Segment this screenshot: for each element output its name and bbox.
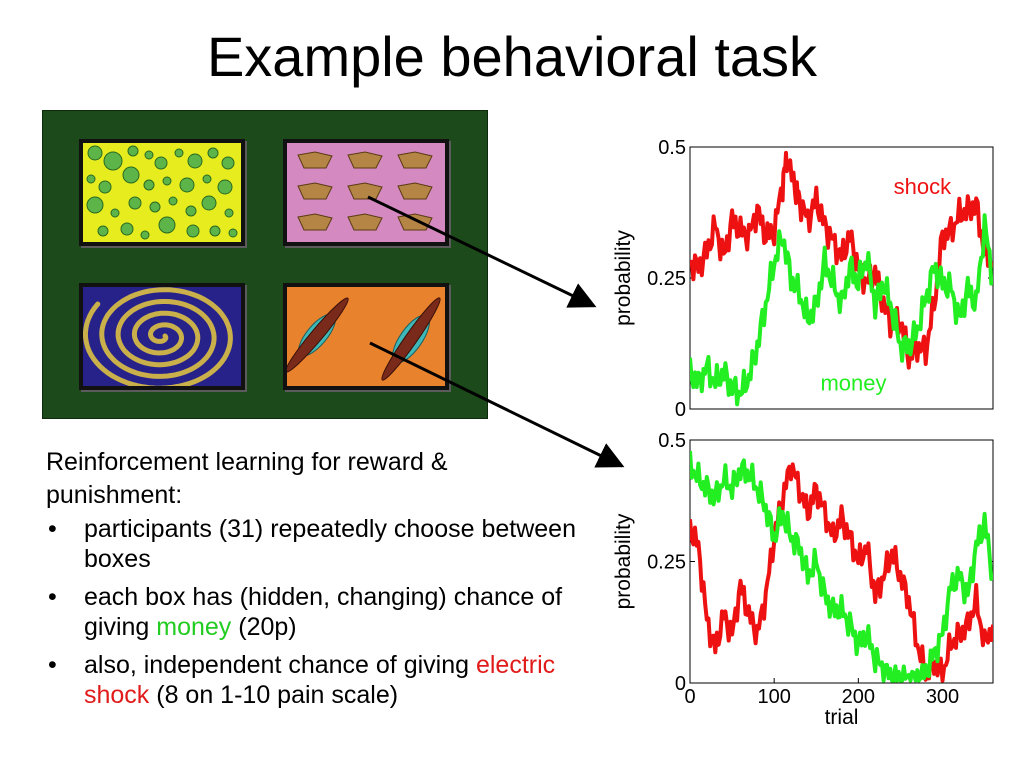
y-tick-label: 0.25 xyxy=(647,268,686,290)
series-line xyxy=(690,150,993,370)
y-axis-label: probability xyxy=(612,513,635,609)
description-text: Reinforcement learning for reward & puni… xyxy=(46,446,586,718)
task-box-spiral xyxy=(79,283,245,390)
circles-pattern xyxy=(86,145,238,240)
bullet-item: • each box has (hidden, changing) chance… xyxy=(46,582,586,642)
x-tick-label: 100 xyxy=(757,686,790,708)
series-line xyxy=(690,462,993,683)
bullet-text: each box has (hidden, changing) chance o… xyxy=(84,583,563,641)
bullet-list: • participants (31) repeatedly choose be… xyxy=(46,514,586,710)
task-box-ellipses xyxy=(283,283,449,390)
y-tick-label: 0.5 xyxy=(658,137,686,159)
y-tick-label: 0.25 xyxy=(647,552,686,574)
bullet-text: (20p) xyxy=(231,613,297,641)
bullet-text: (8 on 1-10 pain scale) xyxy=(149,681,399,709)
task-box-circles xyxy=(79,139,245,246)
arrow-to-bottom-chart xyxy=(369,341,625,468)
bullet-text: participants (31) repeatedly choose betw… xyxy=(84,515,576,573)
slide-title: Example behavioral task xyxy=(206,25,818,88)
y-tick-label: 0 xyxy=(675,399,686,421)
y-axis-label: probability xyxy=(612,230,635,326)
spiral-pattern xyxy=(83,287,233,386)
bullet-item: • also, independent chance of giving ele… xyxy=(46,650,586,710)
series-line xyxy=(690,450,993,683)
series-annotation: money xyxy=(820,371,886,396)
series-annotation: shock xyxy=(894,174,952,199)
task-panel xyxy=(42,110,488,419)
money-word: money xyxy=(156,613,232,641)
arrow-to-top-chart xyxy=(367,195,597,308)
shock-word: electric shock xyxy=(84,651,556,709)
bullet-item: • participants (31) repeatedly choose be… xyxy=(46,514,586,574)
intro-text: Reinforcement learning for reward & puni… xyxy=(46,448,448,509)
x-axis-label: trial xyxy=(825,706,859,729)
series-line xyxy=(690,213,993,407)
y-tick-label: 0.5 xyxy=(658,430,686,452)
y-tick-label: 0 xyxy=(675,673,686,695)
x-tick-label: 0 xyxy=(684,686,695,708)
bullet-glyph: • xyxy=(48,651,57,679)
bullet-glyph: • xyxy=(48,583,57,611)
task-box-pentagons xyxy=(283,139,449,246)
bullet-text: also, independent chance of giving xyxy=(84,651,476,679)
x-tick-label: 300 xyxy=(926,686,959,708)
bottom-chart: 0 0.25 0.5 0 100 200 300 probability trial xyxy=(612,430,994,729)
top-chart: 0 0.25 0.5 probability shock money xyxy=(612,137,994,421)
x-tick-label: 200 xyxy=(842,686,875,708)
bullet-glyph: • xyxy=(48,515,57,543)
ellipses-pattern xyxy=(287,297,441,381)
